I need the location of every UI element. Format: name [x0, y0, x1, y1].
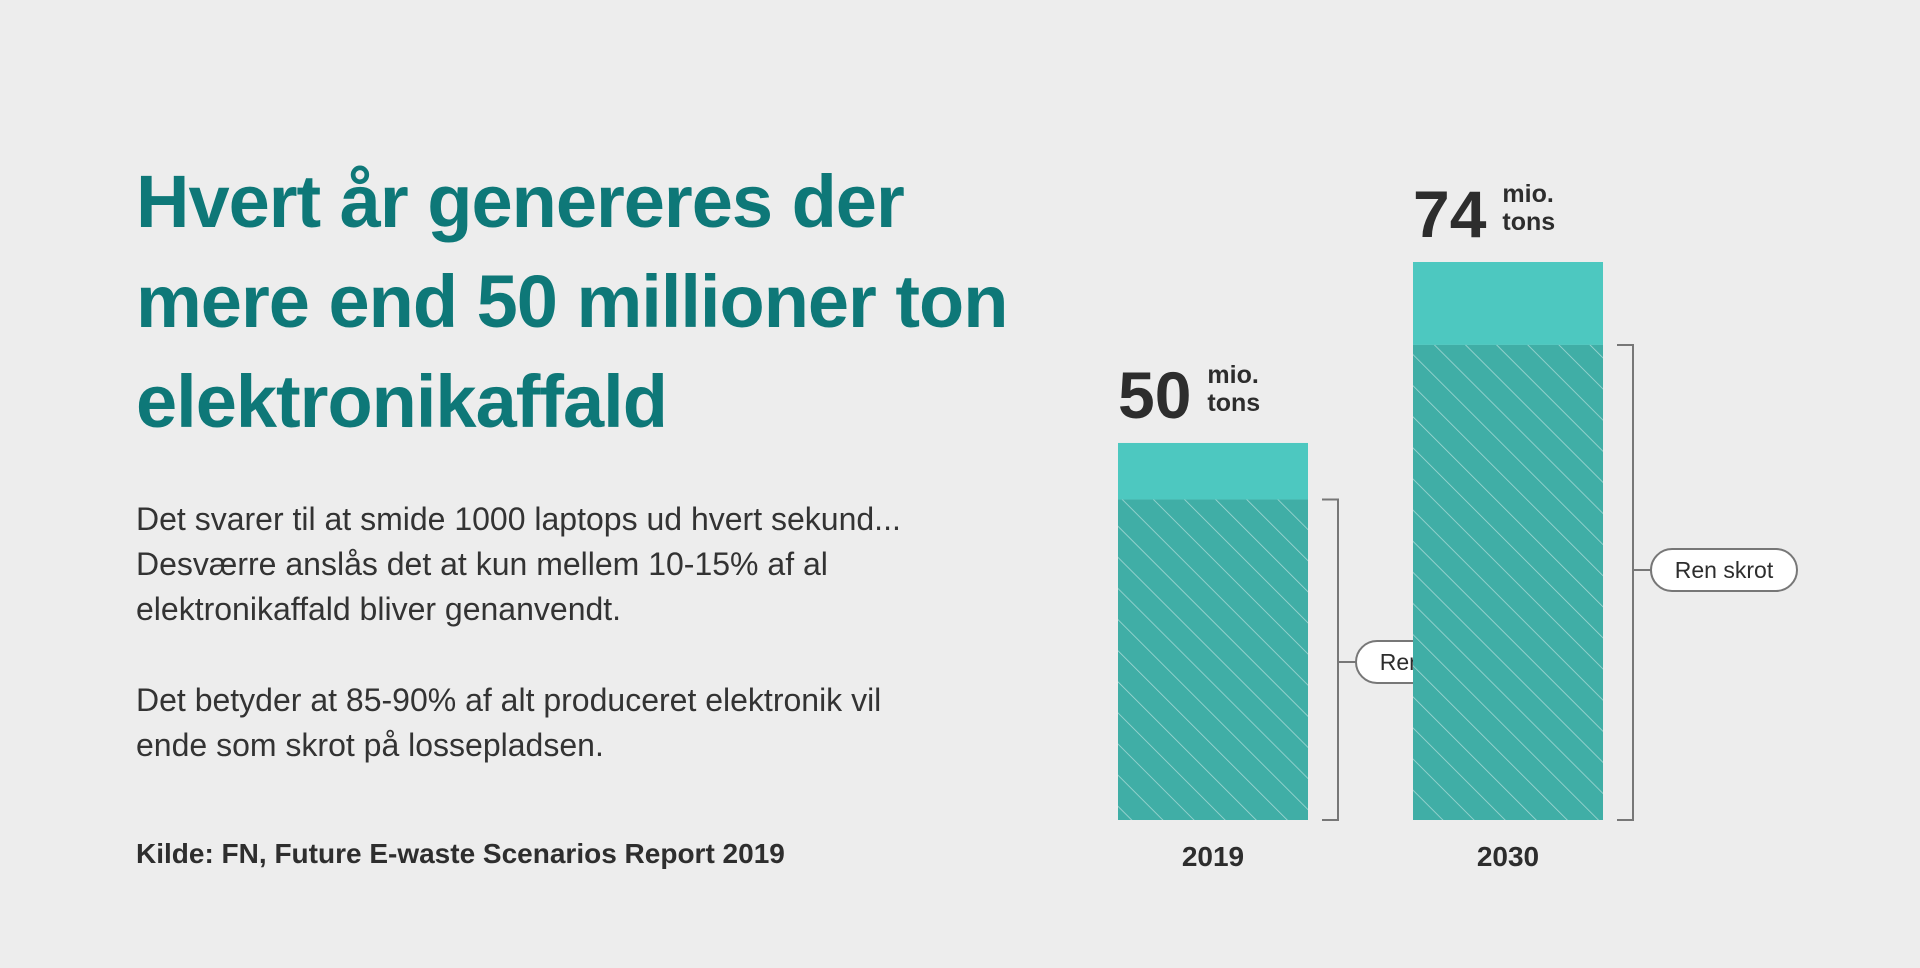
value-label-2030: 74	[1413, 177, 1487, 251]
bar-2030-hatch	[1413, 344, 1603, 820]
bar-2030-recycled-segment	[1413, 262, 1603, 345]
unit-label-2019-line2: tons	[1207, 389, 1260, 417]
bar-2019-hatch	[1118, 499, 1308, 820]
paragraph-landfill: Det betyder at 85-90% af alt produceret …	[136, 682, 882, 763]
segment-pill-2030	[1650, 548, 1798, 592]
paragraph-laptops: Det svarer til at smide 1000 laptops ud …	[136, 501, 901, 627]
segment-label-2030: Ren skrot	[1675, 557, 1774, 583]
unit-label-2030-line1: mio.	[1502, 180, 1553, 208]
bracket-2019	[1322, 498, 1339, 821]
tick-label-2019: 2019	[1182, 841, 1244, 872]
bracket-2030	[1617, 343, 1634, 821]
value-label-2019: 50	[1118, 358, 1191, 432]
unit-label-2019-line1: mio.	[1207, 361, 1258, 389]
headline: Hvert år genereres der mere end 50 milli…	[136, 160, 1008, 443]
unit-label-2030-line2: tons	[1502, 208, 1555, 236]
source-citation: Kilde: FN, Future E-waste Scenarios Repo…	[136, 838, 785, 869]
tick-label-2030: 2030	[1477, 841, 1539, 872]
bar-2019-recycled-segment	[1118, 442, 1308, 500]
